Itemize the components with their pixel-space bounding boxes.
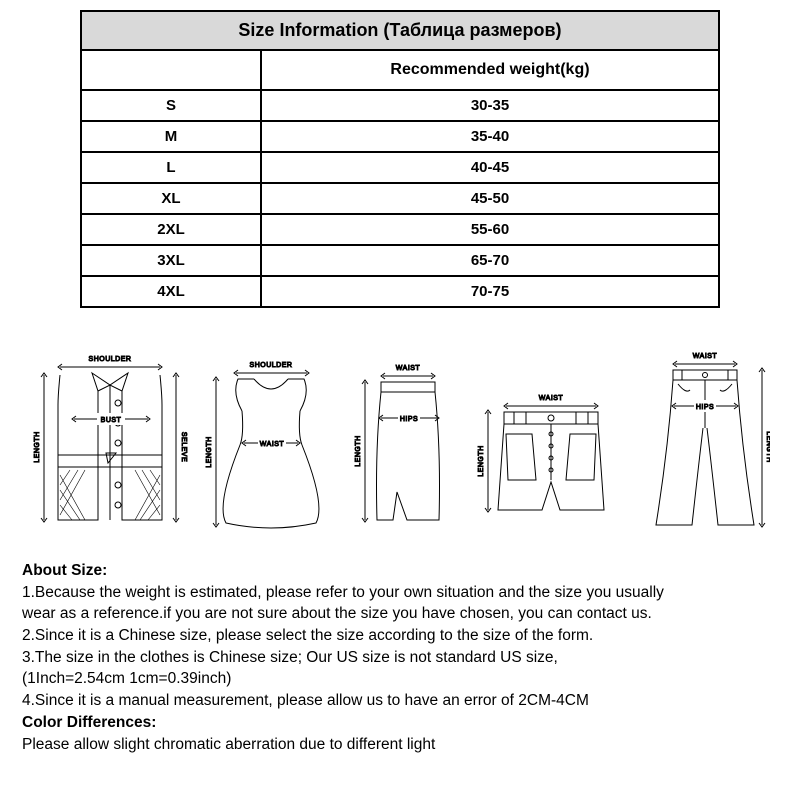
size-cell: 3XL: [82, 246, 262, 277]
size-cell: 4XL: [82, 277, 262, 308]
waist-label: WAIST: [395, 365, 420, 372]
size-cell: S: [82, 91, 262, 122]
hips-label: HIPS: [399, 416, 417, 423]
size-cell: L: [82, 153, 262, 184]
table-header-weight: Recommended weight(kg): [262, 51, 718, 91]
weight-cell: 45-50: [262, 184, 718, 215]
size-cell: XL: [82, 184, 262, 215]
notes-section: About Size: 1.Because the weight is esti…: [22, 560, 778, 755]
length-label: LENGTH: [206, 436, 213, 467]
size-cell: 2XL: [82, 215, 262, 246]
table-row: M 35-40: [82, 122, 718, 153]
weight-cell: 55-60: [262, 215, 718, 246]
note-line: Please allow slight chromatic aberration…: [22, 734, 778, 756]
dress-diagram: SHOULDER WAIST LENGTH: [204, 355, 339, 535]
measurement-diagrams: SHOULDER: [30, 345, 770, 535]
weight-cell: 40-45: [262, 153, 718, 184]
jacket-diagram: SHOULDER: [30, 345, 190, 535]
table-row: L 40-45: [82, 153, 718, 184]
table-header-row: Recommended weight(kg): [82, 51, 718, 91]
table-title: Size Information (Таблица размеров): [82, 12, 718, 51]
weight-cell: 30-35: [262, 91, 718, 122]
shoulder-label: SHOULDER: [89, 356, 132, 363]
table-header-empty: [82, 51, 262, 91]
size-table: Size Information (Таблица размеров) Reco…: [80, 10, 720, 308]
length-label: LENGTH: [355, 435, 362, 466]
bust-label: BUST: [101, 417, 122, 424]
size-cell: M: [82, 122, 262, 153]
weight-cell: 70-75: [262, 277, 718, 308]
table-row: S 30-35: [82, 91, 718, 122]
table-row: XL 45-50: [82, 184, 718, 215]
color-diff-heading: Color Differences:: [22, 712, 778, 734]
waist-label: WAIST: [260, 441, 285, 448]
note-line: 2.Since it is a Chinese size, please sel…: [22, 625, 778, 647]
weight-cell: 65-70: [262, 246, 718, 277]
length-label: LENGTH: [478, 445, 485, 476]
table-row: 2XL 55-60: [82, 215, 718, 246]
length-label: LENGTH: [34, 431, 41, 462]
weight-cell: 35-40: [262, 122, 718, 153]
note-line: 3.The size in the clothes is Chinese siz…: [22, 647, 778, 669]
note-line: 4.Since it is a manual measurement, plea…: [22, 690, 778, 712]
long-skirt-diagram: WAIST HIPS LENGTH: [353, 360, 463, 535]
table-row: 3XL 65-70: [82, 246, 718, 277]
waist-label: WAIST: [693, 353, 718, 360]
note-line: 1.Because the weight is estimated, pleas…: [22, 582, 778, 604]
length-label: LENGTH: [765, 431, 770, 462]
hips-label: HIPS: [696, 404, 714, 411]
table-row: 4XL 70-75: [82, 277, 718, 308]
about-size-heading: About Size:: [22, 560, 778, 582]
note-line: (1Inch=2.54cm 1cm=0.39inch): [22, 668, 778, 690]
sleeve-label: SELEVE: [180, 432, 187, 462]
note-line: wear as a reference.if you are not sure …: [22, 603, 778, 625]
shorts-diagram: WAIST LENGTH: [476, 390, 626, 535]
pants-diagram: WAIST HIPS LENGTH: [640, 350, 770, 535]
waist-label: WAIST: [539, 395, 564, 402]
shoulder-label: SHOULDER: [249, 362, 292, 369]
